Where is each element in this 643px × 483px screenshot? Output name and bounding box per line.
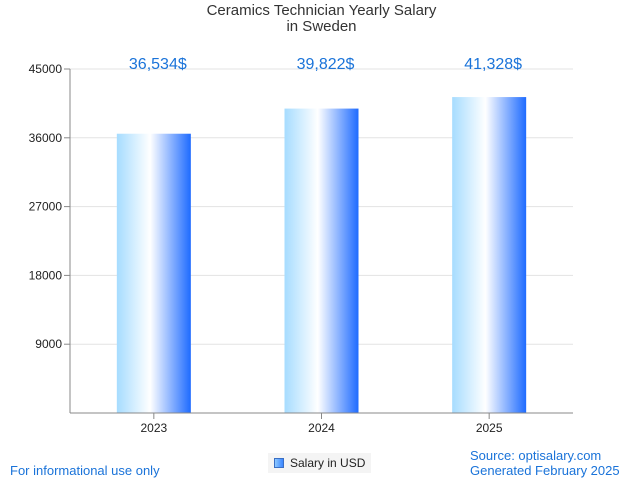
legend-swatch	[274, 458, 284, 468]
x-tick-label: 2024	[308, 421, 335, 435]
bar-2024	[284, 108, 359, 413]
chart-title-line1: Ceramics Technician Yearly Salary	[206, 2, 437, 19]
data-label: 41,328$	[464, 56, 522, 73]
y-tick-label: 27000	[29, 200, 63, 214]
x-tick-label: 2025	[476, 421, 503, 435]
y-tick-label: 45000	[29, 62, 63, 76]
bar-2023	[116, 133, 191, 413]
data-label: 36,534$	[129, 56, 187, 73]
disclaimer-note: For informational use only	[10, 463, 160, 478]
bars	[116, 97, 527, 413]
data-labels: 36,534$ 39,822$ 41,328$	[129, 56, 522, 73]
data-label: 39,822$	[297, 56, 355, 73]
generated-text: Generated February 2025	[470, 463, 620, 478]
y-tick-label: 9000	[35, 337, 62, 351]
source-text: Source: optisalary.com	[470, 448, 602, 463]
axes: 9000 18000 27000 36000 45000 2023 2024 2025	[29, 62, 573, 435]
legend[interactable]: Salary in USD	[268, 453, 372, 473]
legend-label: Salary in USD	[290, 456, 366, 470]
chart-title: Ceramics Technician Yearly Salary in Swe…	[0, 3, 643, 35]
chart-title-line2: in Sweden	[286, 18, 357, 35]
source-block: Source: optisalary.com Generated Februar…	[470, 448, 620, 478]
x-tick-label: 2023	[140, 421, 167, 435]
bar-2025	[452, 97, 527, 413]
y-tick-label: 36000	[29, 131, 63, 145]
y-tick-label: 18000	[29, 268, 63, 282]
